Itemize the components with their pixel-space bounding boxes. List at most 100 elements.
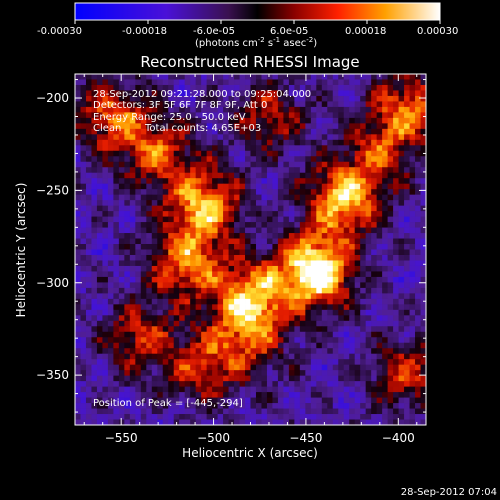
heatmap-cell <box>223 348 229 355</box>
heatmap-cell <box>162 95 169 102</box>
heatmap-cell <box>157 178 164 185</box>
heatmap-cell <box>217 233 224 239</box>
heatmap-cell <box>409 79 416 86</box>
heatmap-cell <box>376 238 383 245</box>
heatmap-cell <box>118 276 125 283</box>
heatmap-cell <box>255 112 262 119</box>
heatmap-cell <box>420 161 427 168</box>
heatmap-cell <box>266 211 273 217</box>
heatmap-cell <box>206 342 213 349</box>
heatmap-cell <box>239 101 246 108</box>
heatmap-cell <box>124 249 131 256</box>
heatmap-cell <box>212 342 218 349</box>
heatmap-cell <box>212 276 218 283</box>
heatmap-cell <box>299 95 306 102</box>
heatmap-cell <box>113 348 120 355</box>
heatmap-cell <box>299 128 306 135</box>
heatmap-cell <box>124 123 131 130</box>
heatmap-cell <box>135 90 142 97</box>
heatmap-cell <box>173 381 180 388</box>
heatmap-cell <box>146 282 153 289</box>
heatmap-cell <box>398 403 405 409</box>
heatmap-cell <box>135 392 142 398</box>
heatmap-cell <box>239 320 246 327</box>
heatmap-cell <box>255 74 262 80</box>
heatmap-cell <box>299 211 306 217</box>
heatmap-cell <box>151 178 158 185</box>
heatmap-cell <box>365 106 372 113</box>
heatmap-cell <box>338 337 345 344</box>
heatmap-cell <box>223 375 229 382</box>
heatmap-cell <box>277 84 284 91</box>
heatmap-cell <box>420 364 427 371</box>
heatmap-cell <box>327 150 334 157</box>
heatmap-cell <box>151 161 158 168</box>
heatmap-cell <box>96 112 103 119</box>
heatmap-cell <box>85 326 92 333</box>
heatmap-cell <box>140 254 147 261</box>
heatmap-cell <box>261 145 268 152</box>
heatmap-cell <box>129 128 136 135</box>
heatmap-cell <box>310 337 317 344</box>
heatmap-cell <box>80 84 87 91</box>
heatmap-cell <box>151 233 158 239</box>
heatmap-cell <box>409 304 416 311</box>
heatmap-cell <box>212 178 218 185</box>
heatmap-cell <box>184 112 191 119</box>
heatmap-cell <box>173 298 180 305</box>
heatmap-cell <box>305 134 312 141</box>
heatmap-cell <box>288 298 295 305</box>
heatmap-cell <box>201 370 208 377</box>
heatmap-cell <box>201 79 208 86</box>
heatmap-cell <box>228 331 235 338</box>
heatmap-cell <box>338 90 345 97</box>
heatmap-cell <box>162 381 169 388</box>
heatmap-cell <box>338 309 345 316</box>
heatmap-cell <box>195 342 202 349</box>
heatmap-cell <box>179 419 186 426</box>
heatmap-cell <box>420 326 427 333</box>
heatmap-cell <box>102 260 109 267</box>
heatmap-cell <box>190 84 197 91</box>
heatmap-cell <box>294 123 301 130</box>
heatmap-cell <box>201 216 208 223</box>
heatmap-cell <box>398 381 405 388</box>
heatmap-cell <box>162 320 169 327</box>
heatmap-cell <box>343 309 350 316</box>
heatmap-cell <box>404 79 410 86</box>
heatmap-cell <box>382 205 389 212</box>
heatmap-cell <box>387 397 394 404</box>
heatmap-cell <box>321 128 328 135</box>
heatmap-cell <box>338 392 345 398</box>
heatmap-cell <box>365 386 372 393</box>
heatmap-cell <box>365 249 372 256</box>
heatmap-cell <box>129 200 136 207</box>
heatmap-cell <box>85 117 92 124</box>
heatmap-cell <box>398 200 405 207</box>
heatmap-cell <box>179 205 186 212</box>
heatmap-cell <box>277 227 284 234</box>
heatmap-cell <box>102 397 109 404</box>
heatmap-cell <box>96 260 103 267</box>
heatmap-cell <box>129 375 136 382</box>
heatmap-cell <box>255 287 262 294</box>
heatmap-cell <box>96 342 103 349</box>
heatmap-cell <box>404 134 410 141</box>
heatmap-cell <box>190 375 197 382</box>
info-annotations: 28-Sep-2012 09:21:28.000 to 09:25:04.000… <box>93 89 311 409</box>
heatmap-cell <box>173 90 180 97</box>
heatmap-cell <box>102 238 109 245</box>
heatmap-cell <box>179 315 186 322</box>
heatmap-cell <box>124 233 131 239</box>
heatmap-cell <box>118 260 125 267</box>
heatmap-cell <box>338 156 345 163</box>
heatmap-cell <box>157 293 164 300</box>
heatmap-cell <box>146 260 153 267</box>
heatmap-cell <box>316 414 323 420</box>
heatmap-cell <box>272 233 279 239</box>
heatmap-cell <box>382 211 389 217</box>
heatmap-cell <box>173 282 180 289</box>
heatmap-cell <box>387 205 394 212</box>
heatmap-cell <box>173 287 180 294</box>
heatmap-cell <box>223 194 229 201</box>
